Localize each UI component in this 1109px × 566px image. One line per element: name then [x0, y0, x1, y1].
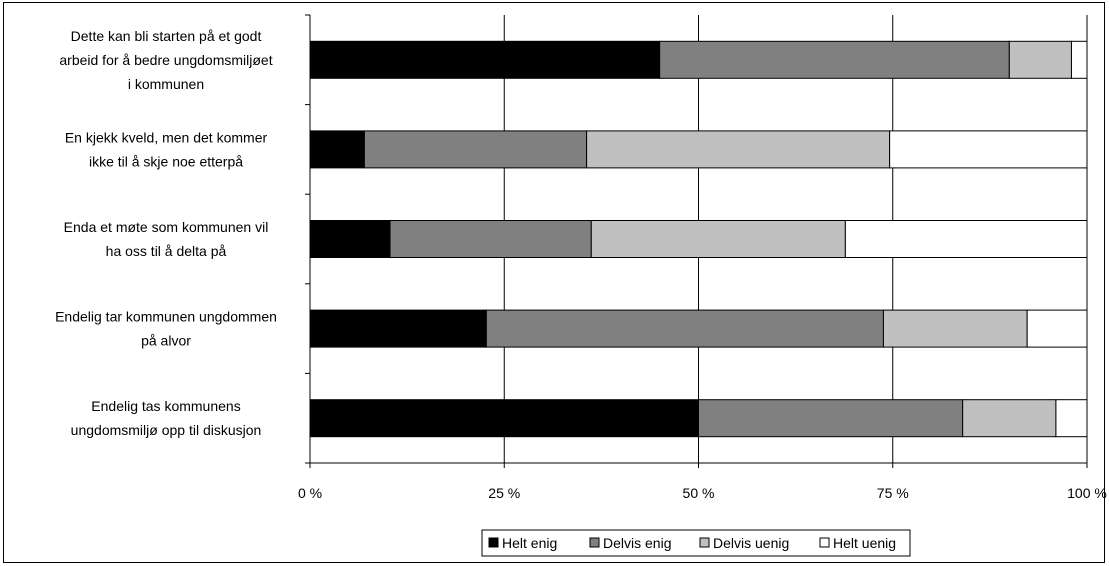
category-label: Enda et møte som kommunen vil ha oss til …: [64, 219, 269, 259]
category-label: Dette kan bli starten på et godt arbeid f…: [59, 28, 272, 92]
bar-segment: [1055, 399, 1088, 438]
legend-label: Delvis enig: [603, 535, 671, 551]
bar-segment: [962, 399, 1057, 438]
legend-swatch: [819, 537, 830, 548]
bar-segment: [590, 220, 846, 258]
legend-label: Helt uenig: [833, 535, 896, 551]
x-tick-labels: 0 % 25 % 50 % 75 % 100 %: [298, 485, 1107, 501]
category-label: Endelig tas kommunens ungdomsmiljø opp ti…: [71, 398, 262, 438]
chart-frame: [3, 2, 1105, 563]
bar-segment: [1008, 40, 1072, 79]
bar-segment: [309, 399, 699, 438]
legend-swatch: [589, 537, 600, 548]
bar-segment: [586, 130, 891, 169]
category-label: En kjekk kveld, men det kommer ikke til å…: [65, 129, 268, 169]
category-label: Endelig tar kommunen ungdommen på alvor: [55, 309, 277, 349]
legend-box: [481, 529, 911, 557]
x-tick-label: 0 %: [298, 485, 322, 501]
bar-segment: [1026, 309, 1088, 348]
axes: [305, 14, 1088, 468]
legend-label: Delvis uenig: [713, 535, 789, 551]
bar-segment: [309, 40, 661, 79]
bar-segment: [659, 40, 1010, 79]
bar-segment: [309, 309, 487, 348]
bar-segment: [485, 309, 884, 348]
legend-swatch: [699, 537, 710, 548]
legend-swatch: [488, 537, 499, 548]
bars: [309, 40, 1088, 438]
x-tick-label: 75 %: [877, 485, 909, 501]
x-tick-label: 50 %: [683, 485, 715, 501]
x-tick-label: 25 %: [488, 485, 520, 501]
category-labels: Dette kan bli starten på et godt arbeid f…: [55, 28, 277, 438]
bar-segment: [389, 220, 592, 258]
legend: Helt enig Delvis enig Delvis uenig Helt uen…: [481, 529, 911, 557]
bar-segment: [363, 130, 588, 169]
x-tick-label: 100 %: [1067, 485, 1107, 501]
legend-label: Helt enig: [502, 535, 557, 551]
bar-segment: [889, 130, 1088, 169]
bar-segment: [309, 130, 365, 169]
bar-segment: [882, 309, 1028, 348]
bar-segment: [844, 220, 1088, 258]
bar-segment: [309, 220, 391, 258]
bar-segment: [698, 399, 964, 438]
bar-segment: [1070, 40, 1088, 79]
